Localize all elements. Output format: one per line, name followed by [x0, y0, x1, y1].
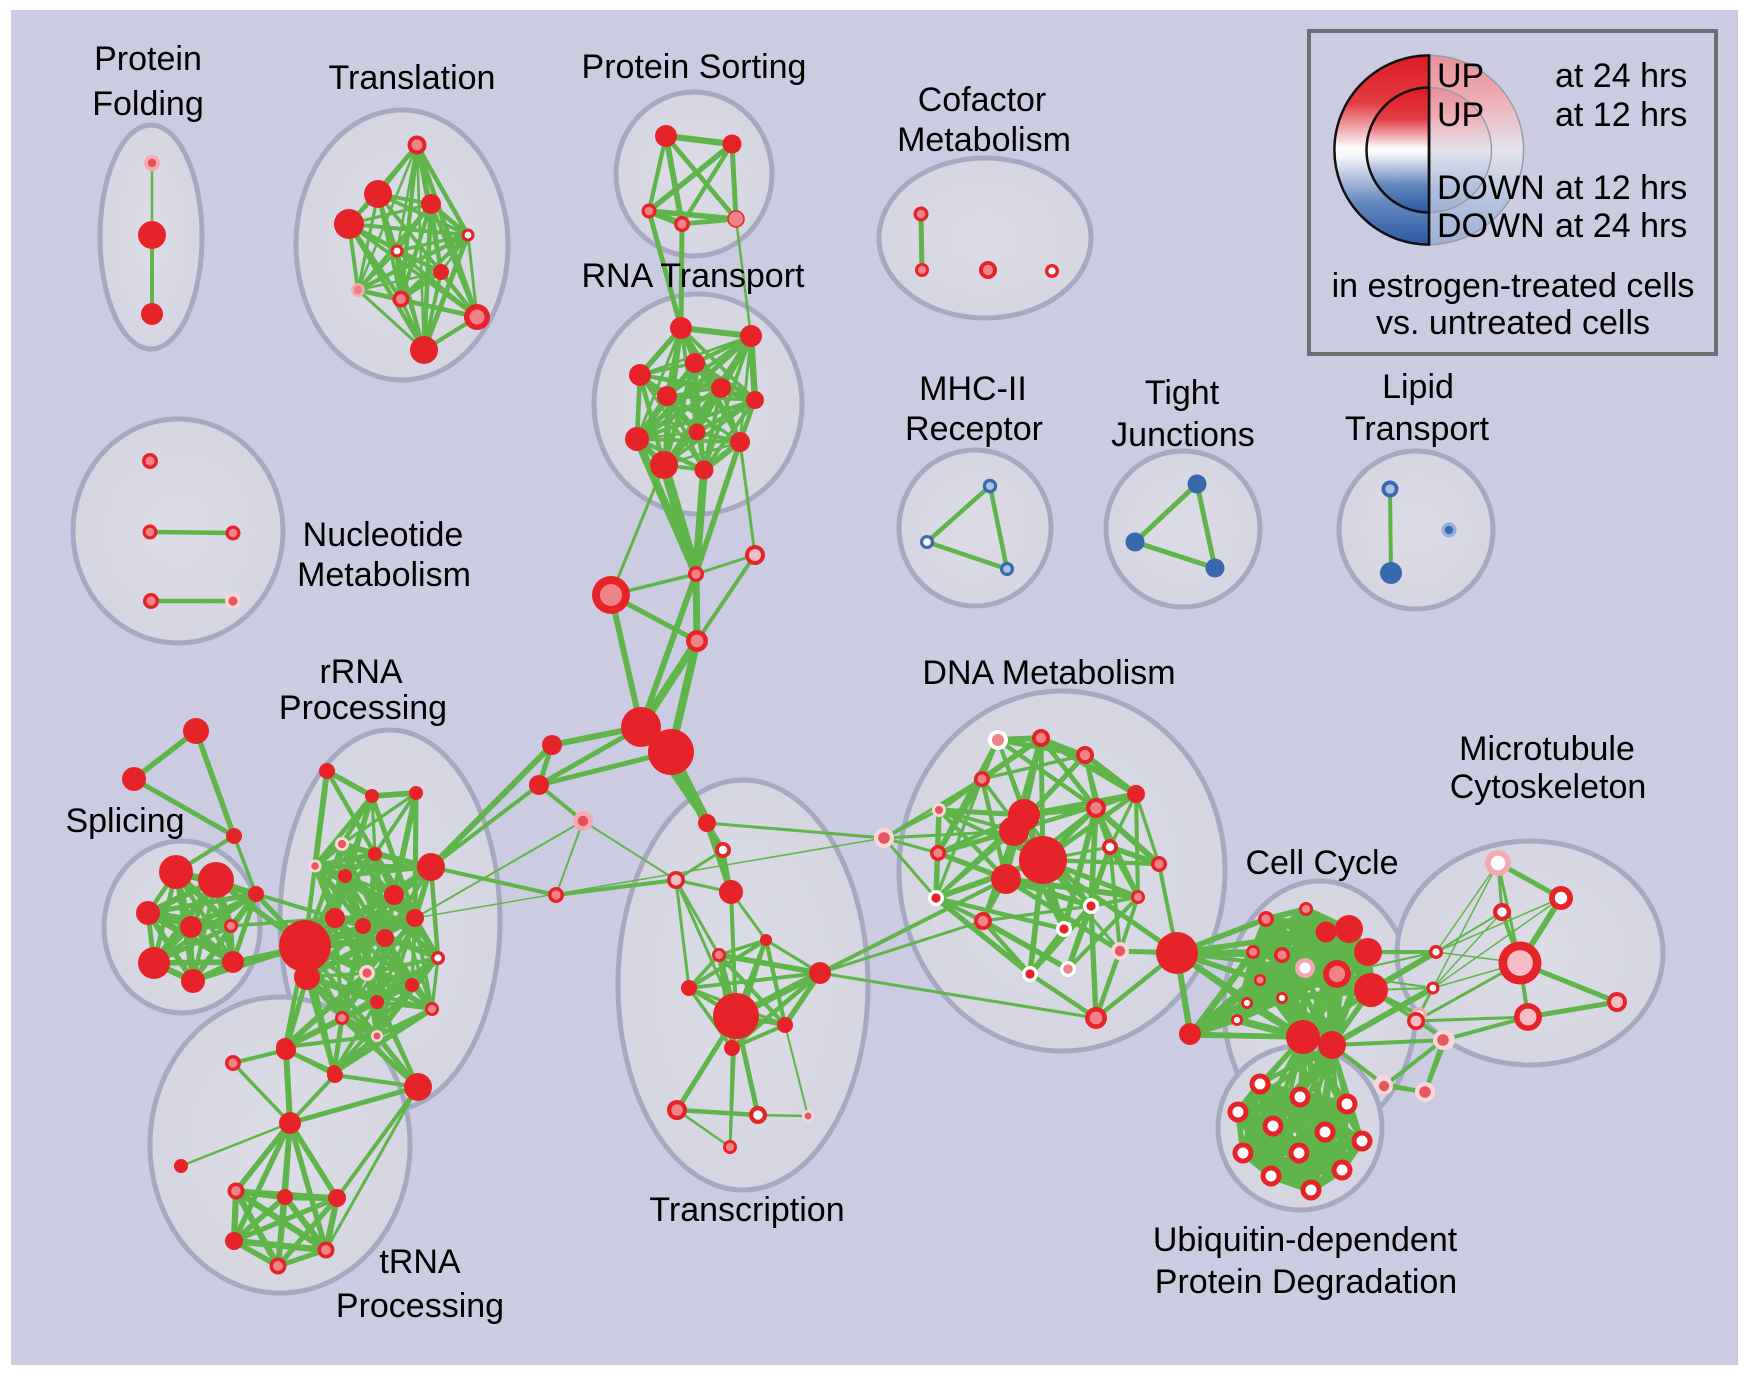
- svg-text:DNA Metabolism: DNA Metabolism: [922, 654, 1175, 692]
- svg-text:Microtubule: Microtubule: [1459, 730, 1635, 768]
- svg-text:DOWN: DOWN: [1437, 207, 1545, 245]
- svg-text:Cofactor: Cofactor: [918, 81, 1047, 119]
- svg-text:at 12 hrs: at 12 hrs: [1555, 169, 1687, 207]
- svg-text:Translation: Translation: [329, 59, 496, 97]
- svg-text:Transport: Transport: [1345, 410, 1490, 448]
- svg-text:Cytoskeleton: Cytoskeleton: [1450, 768, 1647, 806]
- svg-text:vs. untreated cells: vs. untreated cells: [1376, 304, 1650, 342]
- svg-text:at 24 hrs: at 24 hrs: [1555, 57, 1687, 95]
- svg-text:Splicing: Splicing: [65, 802, 184, 840]
- svg-text:UP: UP: [1437, 96, 1484, 134]
- svg-text:RNA Transport: RNA Transport: [582, 257, 806, 295]
- svg-text:at 12 hrs: at 12 hrs: [1555, 96, 1687, 134]
- svg-text:rRNA: rRNA: [319, 653, 402, 691]
- svg-text:Protein Degradation: Protein Degradation: [1155, 1263, 1457, 1301]
- svg-text:Metabolism: Metabolism: [297, 556, 471, 594]
- svg-text:Protein Sorting: Protein Sorting: [582, 48, 807, 86]
- svg-text:in estrogen-treated cells: in estrogen-treated cells: [1332, 267, 1695, 305]
- svg-text:UP: UP: [1437, 57, 1484, 95]
- svg-text:Tight: Tight: [1145, 374, 1220, 412]
- svg-text:MHC-II: MHC-II: [919, 370, 1027, 408]
- svg-text:Cell Cycle: Cell Cycle: [1245, 844, 1398, 882]
- svg-text:Folding: Folding: [92, 85, 204, 123]
- svg-text:Metabolism: Metabolism: [897, 121, 1071, 159]
- svg-text:Junctions: Junctions: [1111, 416, 1255, 454]
- svg-text:Ubiquitin-dependent: Ubiquitin-dependent: [1153, 1221, 1458, 1259]
- svg-text:Lipid: Lipid: [1382, 368, 1454, 406]
- svg-text:Processing: Processing: [336, 1287, 504, 1325]
- svg-text:Receptor: Receptor: [905, 410, 1043, 448]
- svg-text:Protein: Protein: [94, 40, 202, 78]
- svg-text:tRNA: tRNA: [379, 1243, 461, 1281]
- svg-text:Transcription: Transcription: [649, 1191, 844, 1229]
- svg-text:Processing: Processing: [279, 689, 447, 727]
- svg-text:DOWN: DOWN: [1437, 169, 1545, 207]
- svg-text:at 24 hrs: at 24 hrs: [1555, 207, 1687, 245]
- svg-text:Nucleotide: Nucleotide: [303, 516, 464, 554]
